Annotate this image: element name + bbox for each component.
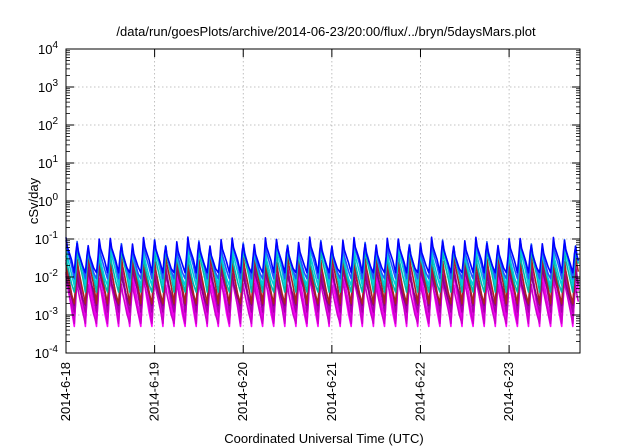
x-tick-label: 2014-6-23 [501,362,516,421]
x-tick-label: 2014-6-20 [235,362,250,421]
y-axis-label: cSv/day [26,177,41,224]
y-tick-label: 10-3 [35,306,59,323]
axis-ticks [65,48,580,354]
y-tick-label: 103 [38,78,58,95]
y-tick-labels: 10-4 10-3 10-2 10-1 100 101 102 103 104 [35,40,59,361]
chart-title: /data/run/goesPlots/archive/2014-06-23/2… [116,24,536,39]
x-axis-label: Coordinated Universal Time (UTC) [224,431,423,446]
x-tick-label: 2014-6-21 [324,362,339,421]
y-tick-label: 104 [38,40,58,57]
series-group [65,236,580,328]
y-tick-label: 101 [38,154,58,171]
plot-frame [65,48,581,354]
series-line [65,253,580,305]
y-tick-label: 102 [38,116,58,133]
x-tick-label: 2014-6-22 [412,362,427,421]
series-line [65,275,580,325]
x-tick-label: 2014-6-19 [147,362,162,421]
x-tick-labels: 2014-6-18 2014-6-19 2014-6-20 2014-6-21 2014… [58,362,516,421]
x-tick-label: 2014-6-18 [58,362,73,421]
series-line [65,236,580,274]
y-tick-label: 10-2 [35,268,59,285]
y-tick-label: 10-1 [35,230,59,247]
y-tick-label: 100 [38,192,58,209]
y-tick-label: 10-4 [35,344,59,361]
